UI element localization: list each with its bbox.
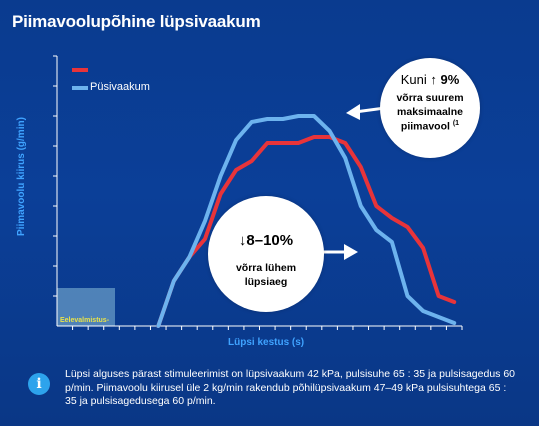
legend-blue-line	[72, 86, 88, 90]
baseline-box	[57, 288, 115, 326]
bubble-bottom: ↓8–10% võrra lühem lüpsiaeg	[208, 196, 324, 312]
bubble-top-line2: võrra suurem	[396, 92, 464, 104]
arrow-up-icon: ↑	[430, 72, 437, 87]
bubble-bottom-line2: võrra lühem	[235, 262, 297, 274]
arrow-top-head	[346, 104, 360, 120]
bubble-top: Kuni ↑ 9% võrra suurem maksimaalne piima…	[380, 58, 480, 158]
arrow-down-icon: ↓	[238, 232, 247, 249]
bubble-top-prefix: Kuni	[400, 72, 427, 87]
baseline-label: Eelevalmistus-	[60, 317, 110, 324]
bubble-bottom-line3: lüpsiaeg	[244, 276, 288, 288]
legend-blue-label: Püsivaakum	[90, 81, 150, 93]
series-line-1	[156, 114, 457, 328]
bubble-top-line3: maksimaalne	[397, 106, 463, 118]
legend-red-line	[72, 68, 88, 72]
bubble-top-footnote: (1	[452, 120, 460, 127]
info-icon[interactable]: i	[28, 373, 50, 395]
bubble-top-line4: piimavool	[400, 120, 450, 133]
bubble-bottom-value: 8–10%	[246, 232, 294, 249]
info-text: Lüpsi alguses pärast stimuleerimist on l…	[65, 368, 516, 407]
arrow-bottom-head	[344, 244, 358, 260]
x-axis-label: Lüpsi kestus (s)	[228, 337, 305, 348]
bubble-top-value: 9%	[440, 72, 460, 87]
page-title: Piimavoolupõhine lüpsivaakum	[12, 12, 261, 31]
series-line-0	[156, 135, 457, 328]
